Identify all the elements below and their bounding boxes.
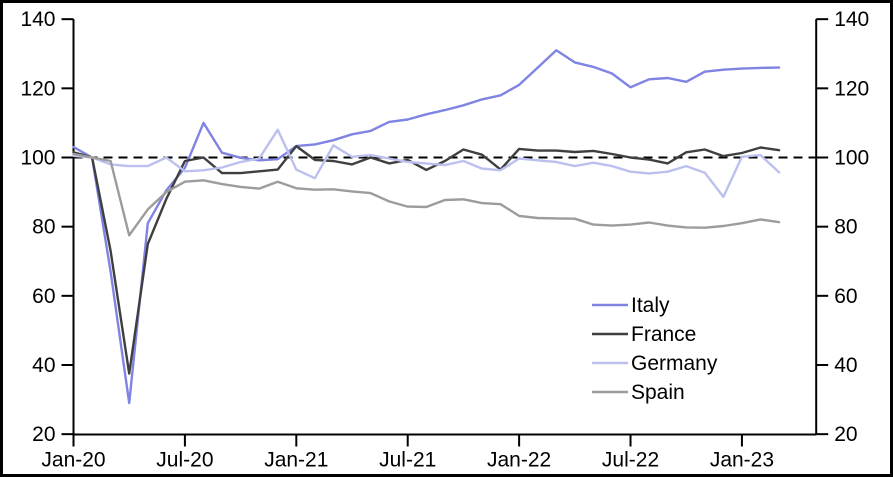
y-tick-label-right: 40 <box>834 354 857 377</box>
y-tick-label-right: 20 <box>834 423 857 446</box>
series-line-france <box>72 144 781 375</box>
y-tick-label-right: 60 <box>834 285 857 308</box>
line-chart: 20 20 40 40 60 60 80 80 100 100 120 120 140 140 Jan-20… <box>20 8 869 472</box>
x-tick-label: Jul-20 <box>156 449 213 472</box>
y-tick-label-left: 40 <box>32 354 55 377</box>
legend-label-spain: Spain <box>631 381 685 404</box>
x-tick-label: Jan-22 <box>487 449 551 472</box>
legend-label-germany: Germany <box>631 352 718 375</box>
y-tick-label-left: 140 <box>20 8 55 31</box>
y-tick-label-right: 100 <box>834 147 869 170</box>
y-tick-label-left: 80 <box>32 216 55 239</box>
series-line-italy <box>72 49 781 405</box>
series-line-spain <box>72 152 781 237</box>
legend-label-italy: Italy <box>631 294 670 317</box>
y-tick-label-left: 120 <box>20 77 55 100</box>
y-tick-label-left: 60 <box>32 285 55 308</box>
y-tick-label-right: 80 <box>834 216 857 239</box>
y-tick-label-left: 100 <box>20 147 55 170</box>
y-tick-label-right: 140 <box>834 8 869 31</box>
y-tick-label-left: 20 <box>32 423 55 446</box>
x-tick-label: Jul-21 <box>379 449 436 472</box>
x-tick-label: Jan-21 <box>264 449 328 472</box>
legend-label-france: France <box>631 323 696 346</box>
x-tick-label: Jan-23 <box>710 449 774 472</box>
series-line-germany <box>72 128 781 199</box>
y-tick-label-right: 120 <box>834 77 869 100</box>
x-tick-label: Jan-20 <box>41 449 105 472</box>
x-tick-label: Jul-22 <box>602 449 659 472</box>
